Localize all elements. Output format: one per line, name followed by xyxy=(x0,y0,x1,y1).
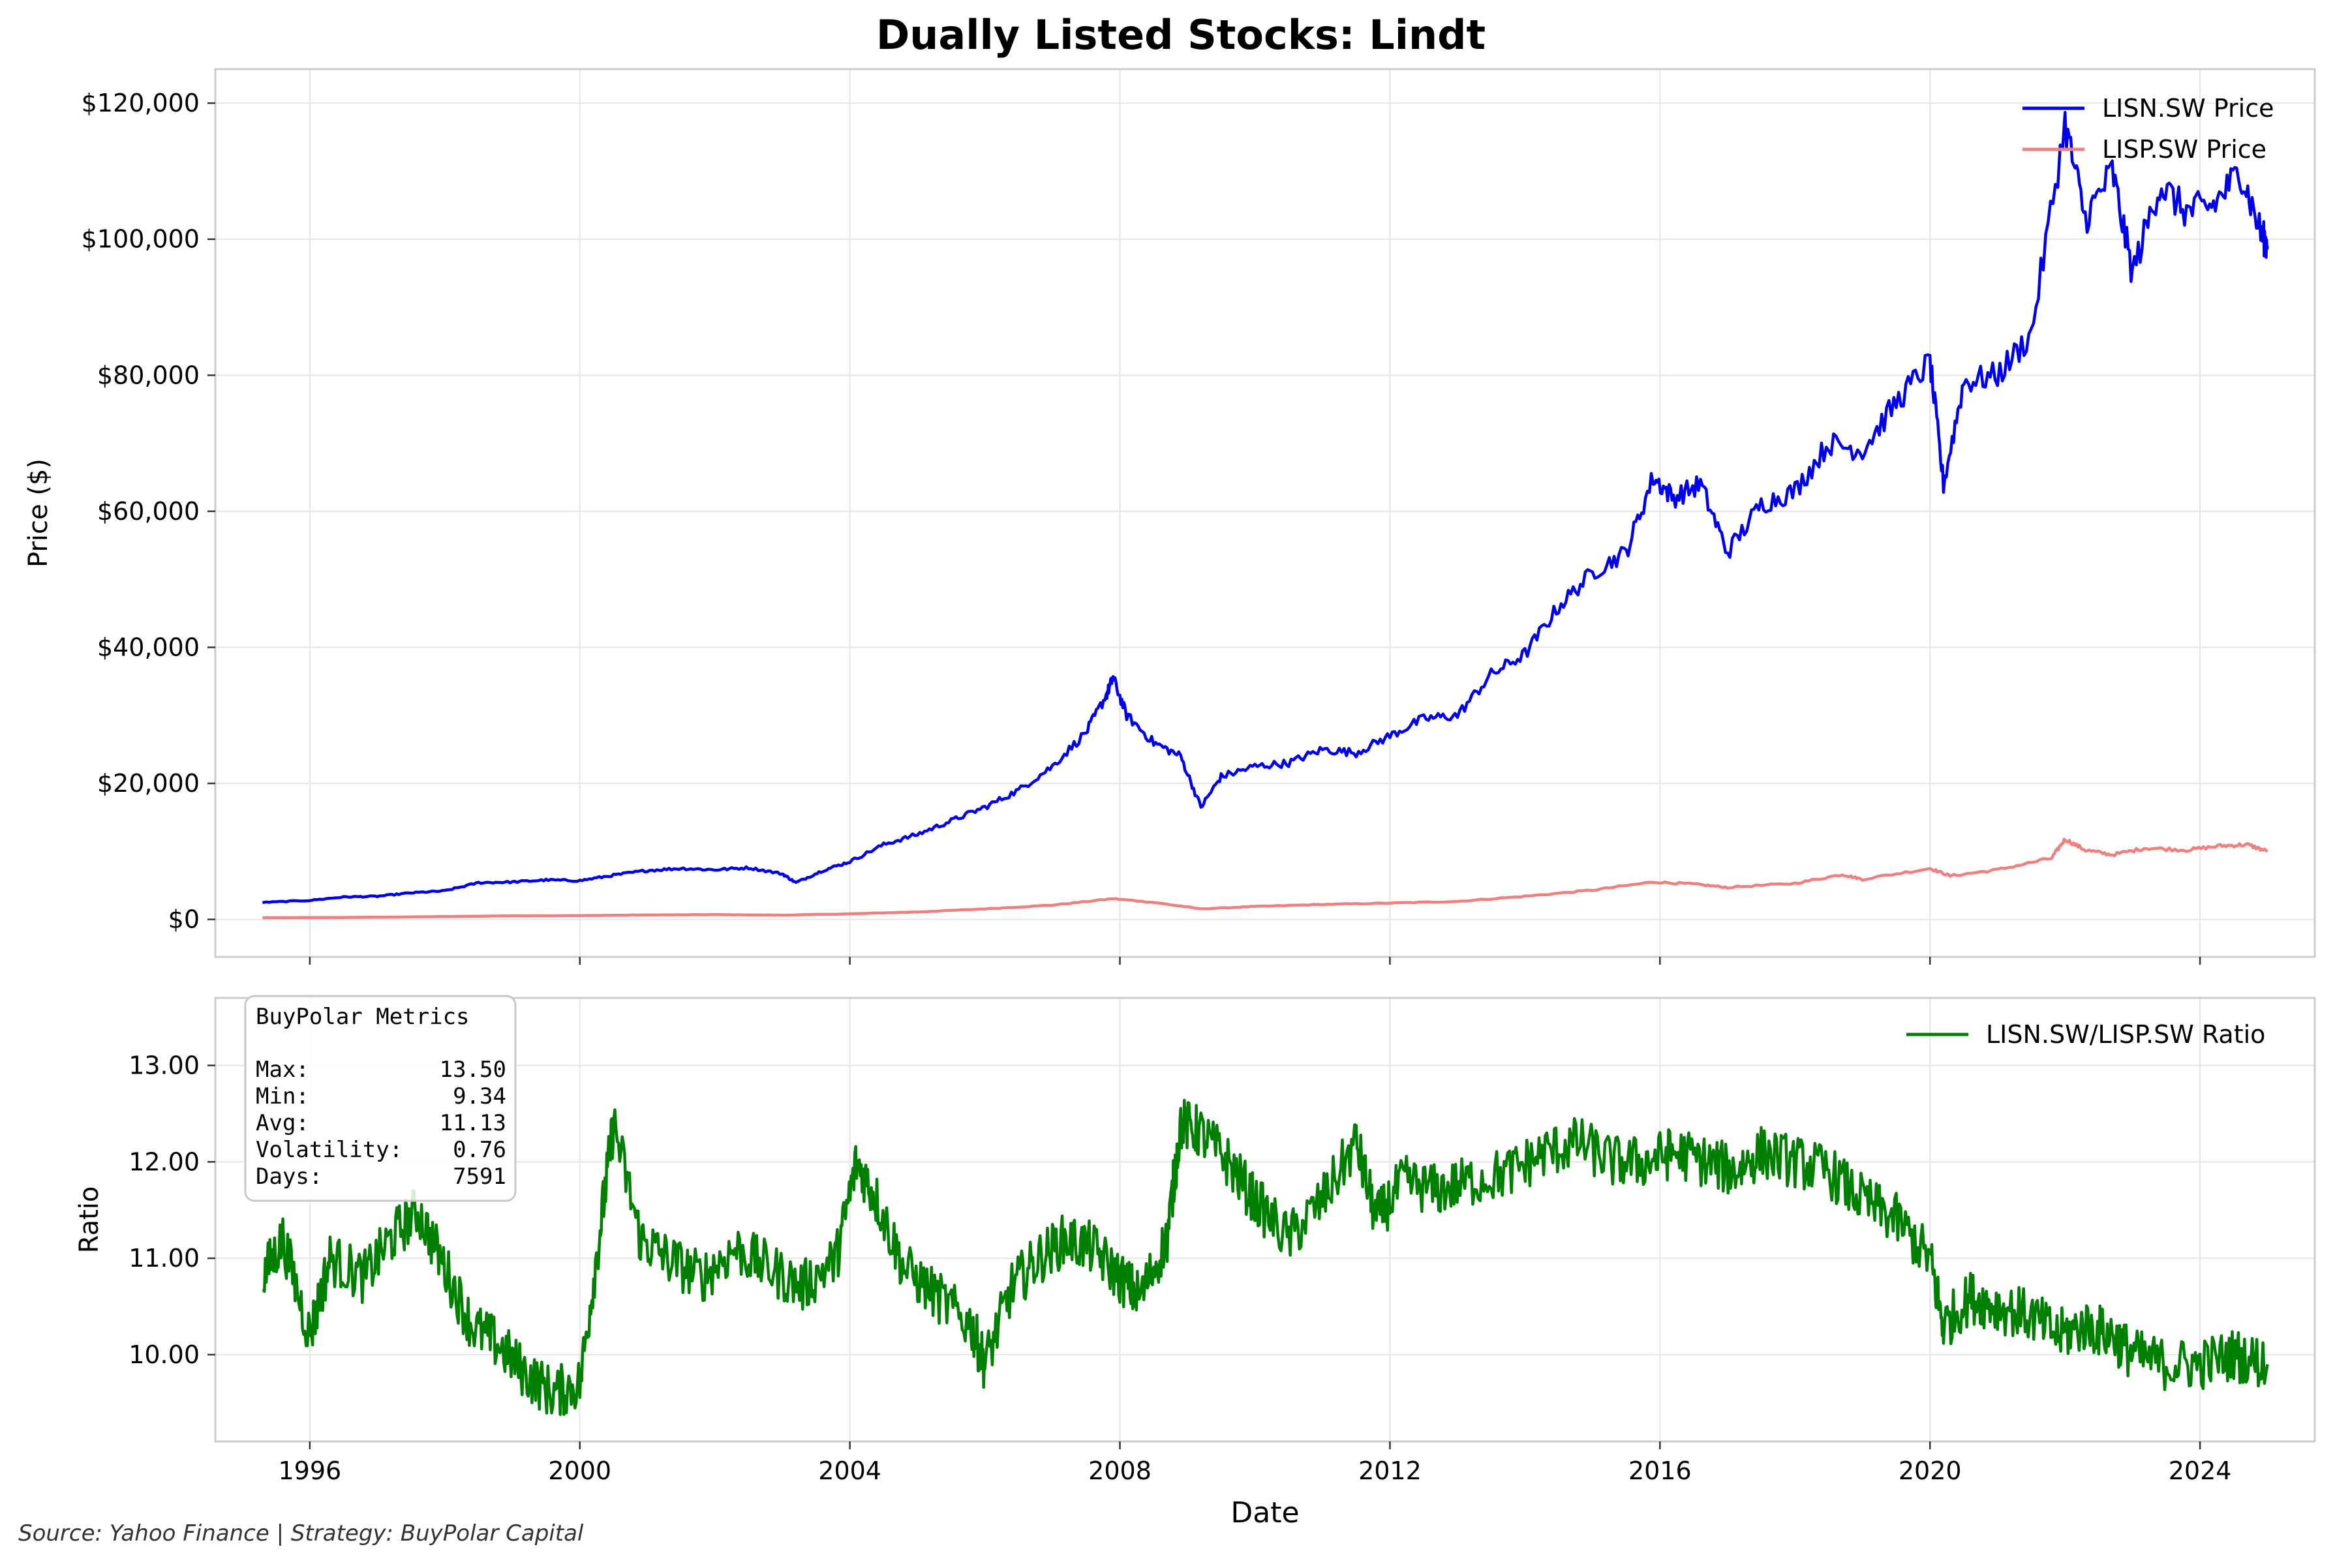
metrics-value: 7591 xyxy=(453,1164,506,1190)
ratio-y-tick-label-10: 10.00 xyxy=(129,1340,200,1369)
chart-title: Dually Listed Stocks: Lindt xyxy=(876,11,1486,59)
metrics-label: Days: xyxy=(256,1164,322,1190)
metrics-value: 13.50 xyxy=(440,1057,506,1083)
price-y-tick-label-120000: $120,000 xyxy=(82,89,200,117)
lisn-price-line xyxy=(262,110,2269,905)
metrics-value: 0.76 xyxy=(453,1137,506,1163)
price-x-ticks xyxy=(309,957,2201,965)
legend-lisn-label: LISN.SW Price xyxy=(2102,94,2274,123)
metrics-value: 9.34 xyxy=(453,1083,506,1109)
price-panel: $0 $20,000 $40,000 $60,000 $80,000 $100,000 $1… xyxy=(23,68,2316,965)
price-y-axis-label: Price ($) xyxy=(23,459,53,567)
price-y-tick-label-40000: $40,000 xyxy=(97,633,200,661)
metrics-label: Volatility: xyxy=(256,1137,403,1163)
metrics-label: Max: xyxy=(256,1057,309,1083)
ratio-y-ticks: 10.00 11.00 12.00 13.00 xyxy=(129,1051,215,1369)
ratio-x-axis-label: Date xyxy=(1230,1496,1299,1530)
metrics-rows: Max: 13.50 Min: 9.34 Avg: 11.13 Volatility: 0.7… xyxy=(256,1057,506,1190)
ratio-x-tick-label-2020: 2020 xyxy=(1899,1456,1962,1485)
ratio-y-tick-label-12: 12.00 xyxy=(129,1147,200,1176)
price-y-tick-label-100000: $100,000 xyxy=(82,225,200,254)
price-legend: LISN.SW Price LISP.SW Price xyxy=(2022,94,2274,164)
lisp-price-line xyxy=(262,837,2268,920)
ratio-axes-frame xyxy=(214,997,2316,1443)
ratio-x-tick-label-2008: 2008 xyxy=(1088,1456,1152,1485)
price-y-tick-label-20000: $20,000 xyxy=(97,769,200,798)
metrics-label: Avg: xyxy=(256,1110,309,1136)
legend-lisp-label: LISP.SW Price xyxy=(2102,135,2266,164)
price-y-ticks: $0 $20,000 $40,000 $60,000 $80,000 $100,000 $1… xyxy=(82,89,215,934)
ratio-y-tick-label-11: 11.00 xyxy=(129,1244,200,1273)
ratio-panel: 1996 2000 2004 2008 2012 2016 2020 2024 10.00 11… xyxy=(74,995,2316,1530)
price-axes-frame xyxy=(214,68,2316,958)
metrics-value: 11.13 xyxy=(440,1110,506,1136)
price-y-tick-label-60000: $60,000 xyxy=(97,497,200,526)
ratio-x-tick-label-2012: 2012 xyxy=(1358,1456,1422,1485)
ratio-x-tick-label-2016: 2016 xyxy=(1628,1456,1692,1485)
price-series xyxy=(262,110,2269,920)
legend-ratio-label: LISN.SW/LISP.SW Ratio xyxy=(1986,1020,2265,1049)
source-note: Source: Yahoo Finance | Strategy: BuyPol… xyxy=(18,1520,584,1546)
ratio-legend: LISN.SW/LISP.SW Ratio xyxy=(1906,1020,2265,1049)
metrics-title: BuyPolar Metrics xyxy=(256,1004,470,1030)
ratio-series xyxy=(262,1098,2269,1416)
price-grid xyxy=(215,69,2315,957)
price-y-tick-label-80000: $80,000 xyxy=(97,361,200,389)
ratio-x-tick-label-2000: 2000 xyxy=(548,1456,611,1485)
ratio-x-ticks: 1996 2000 2004 2008 2012 2016 2020 2024 xyxy=(279,1441,2232,1485)
ratio-x-tick-label-1996: 1996 xyxy=(279,1456,342,1485)
metrics-label: Min: xyxy=(256,1083,309,1109)
price-y-tick-label-0: $0 xyxy=(168,905,200,934)
ratio-x-tick-label-2004: 2004 xyxy=(818,1456,881,1485)
metrics-box: BuyPolar Metrics Max: 13.50 Min: 9.34 Avg: 11… xyxy=(244,995,517,1202)
ratio-y-tick-label-13: 13.00 xyxy=(129,1051,200,1079)
ratio-line xyxy=(262,1098,2269,1416)
ratio-x-tick-label-2024: 2024 xyxy=(2169,1456,2232,1485)
ratio-y-axis-label: Ratio xyxy=(74,1186,104,1254)
metrics-box-frame xyxy=(244,995,517,1202)
